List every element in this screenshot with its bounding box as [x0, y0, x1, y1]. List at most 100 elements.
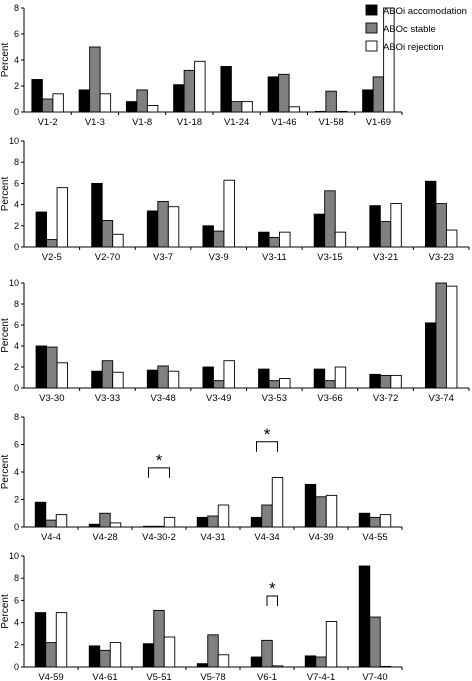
bar-series-1 — [424, 322, 437, 389]
bar-series-1 — [35, 345, 48, 389]
y-tick-label: 0 — [14, 107, 19, 117]
bar-series-3 — [52, 93, 64, 113]
bar-series-1 — [220, 66, 232, 113]
bar-series-2 — [369, 616, 381, 668]
category-label: V4-55 — [362, 532, 387, 543]
bar-series-1 — [142, 643, 155, 668]
y-tick-label: 4 — [14, 55, 19, 65]
y-tick-label: 0 — [14, 242, 19, 252]
y-axis-label: Percent — [0, 594, 11, 629]
bar-series-2 — [157, 200, 169, 248]
bar-series-2 — [46, 239, 58, 248]
bar-series-1 — [125, 101, 138, 113]
y-tick-label: 10 — [9, 551, 19, 561]
bar-series-1 — [250, 656, 263, 668]
bar-series-3 — [223, 179, 235, 248]
bar-series-1 — [88, 645, 101, 668]
bar-series-2 — [315, 496, 327, 528]
bar-series-3 — [163, 516, 176, 528]
bar-series-1 — [78, 89, 91, 113]
bar-series-2 — [325, 90, 337, 113]
bar-series-3 — [241, 101, 253, 113]
y-tick-label: 2 — [14, 362, 19, 372]
bar-series-1 — [424, 180, 437, 248]
legend-label: ABOc stable — [383, 24, 436, 35]
bar-series-1 — [314, 110, 327, 113]
bar-series-1 — [196, 663, 209, 668]
category-label: V1-58 — [318, 117, 343, 128]
chart-panel-4: 0 2 4 6 8 Percent V4-4 V4-28 V4-30-2 V4-31 V4-34 V4… — [0, 412, 403, 543]
y-tick-label: 4 — [14, 618, 19, 628]
category-label: V2-70 — [95, 252, 120, 263]
category-label: V3-11 — [262, 252, 287, 263]
category-label: V3-23 — [429, 252, 454, 263]
bar-series-2 — [207, 634, 219, 668]
category-label: V3-7 — [153, 252, 173, 263]
y-tick-label: 10 — [9, 136, 19, 146]
y-tick-label: 6 — [14, 320, 19, 330]
bar-series-3 — [146, 105, 159, 113]
bar-series-3 — [279, 378, 291, 389]
bar-series-3 — [334, 231, 347, 248]
category-label: V1-18 — [177, 117, 202, 128]
legend-swatch-1 — [365, 4, 378, 16]
bar-series-1 — [369, 373, 381, 389]
bar-series-3 — [325, 621, 338, 668]
chart-panel-2: 0 2 4 6 8 10 Percent V2-5 V2-70 V3-7 V3-9 V3-11 V3-1… — [0, 136, 470, 263]
bar-series-2 — [212, 230, 225, 248]
bar-series-2 — [372, 76, 385, 113]
bar-series-3 — [325, 494, 338, 528]
bar-series-2 — [153, 525, 165, 528]
bar-series-2 — [45, 519, 57, 528]
bar-series-3 — [390, 374, 402, 389]
bar-series-2 — [379, 374, 392, 389]
y-tick-label: 8 — [14, 573, 19, 583]
bar-series-2 — [315, 656, 327, 668]
y-axis-label: Percent — [0, 177, 11, 212]
bar-series-2 — [435, 282, 447, 389]
category-label: V4-39 — [308, 532, 333, 543]
category-label: V1-3 — [85, 117, 105, 128]
category-label: V6-1 — [257, 672, 277, 681]
bar-series-2 — [89, 46, 101, 113]
category-label: V3-66 — [317, 393, 342, 404]
bar-series-2 — [324, 190, 336, 248]
bar-series-3 — [383, 7, 395, 113]
bar-series-2 — [41, 98, 54, 113]
category-label: V4-31 — [200, 532, 225, 543]
legend: ABOi accomodation ABOc stable ABOi rejecti… — [365, 4, 467, 53]
bar-series-2 — [46, 346, 58, 389]
bar-series-2 — [435, 203, 447, 248]
bar-series-2 — [153, 609, 165, 668]
bar-series-2 — [369, 516, 381, 528]
bar-series-2 — [324, 380, 336, 389]
bar-series-1 — [358, 512, 371, 528]
category-label: V4-34 — [254, 532, 279, 543]
category-label: V3-74 — [429, 393, 454, 404]
bar-series-3 — [163, 636, 176, 668]
bar-series-2 — [101, 360, 114, 389]
bar-series-3 — [55, 514, 68, 528]
bar-series-1 — [202, 225, 214, 248]
bar-series-3 — [167, 206, 180, 248]
category-label: V5-51 — [146, 672, 171, 681]
category-label: V1-2 — [38, 117, 58, 128]
bar-series-1 — [31, 79, 43, 113]
category-label: V3-30 — [39, 393, 64, 404]
bar-series-3 — [217, 504, 230, 528]
bar-series-1 — [35, 211, 48, 248]
bar-series-1 — [258, 368, 270, 389]
bar-series-3 — [109, 522, 122, 528]
bar-series-1 — [304, 483, 317, 528]
y-tick-label: 8 — [14, 299, 19, 309]
bar-series-1 — [91, 370, 103, 389]
bar-series-2 — [261, 639, 273, 668]
y-tick-label: 8 — [14, 3, 19, 13]
category-label: V3-21 — [373, 252, 398, 263]
bar-series-1 — [313, 368, 326, 389]
bar-series-3 — [271, 665, 284, 668]
bar-series-1 — [146, 210, 159, 248]
bar-series-2 — [157, 365, 169, 389]
y-tick-label: 0 — [14, 522, 19, 532]
